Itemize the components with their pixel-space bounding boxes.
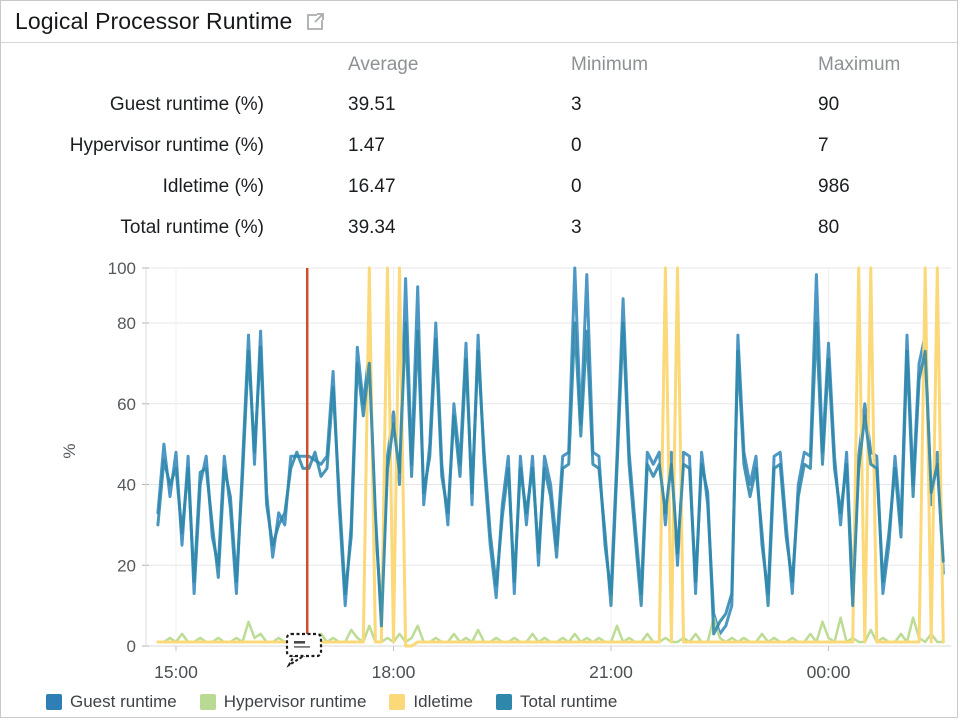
comment-bubble-text-line-2: [294, 646, 310, 648]
comment-bubble-text-line-1: [294, 641, 305, 644]
stats-corner-cell: [1, 46, 348, 84]
legend-item-guest[interactable]: Guest runtime: [46, 692, 177, 712]
idletime-maximum: 986: [818, 175, 850, 197]
x-tick-label-18:00: 18:00: [372, 662, 416, 682]
total-runtime-minimum: 3: [571, 216, 582, 238]
series-line-idletime: [156, 266, 945, 648]
widget-header: Logical Processor Runtime: [1, 1, 957, 43]
legend-label-guest: Guest runtime: [70, 692, 177, 711]
series-line-total: [156, 321, 945, 636]
total-runtime-maximum: 80: [818, 216, 840, 238]
comment-bubble-icon: [285, 632, 323, 658]
guest-runtime-average: 39.51: [348, 93, 396, 115]
runtime-chart-svg: 0 20 40 60 80 100 15:00 18:00 21:00 00:00%: [60, 259, 951, 682]
row-label-guest-runtime: Guest runtime (%): [109, 93, 264, 115]
legend-item-idletime[interactable]: Idletime: [389, 692, 473, 712]
guest-runtime-minimum: 3: [571, 93, 582, 115]
legend-swatch-guest: [46, 694, 62, 710]
hypervisor-runtime-minimum: 0: [571, 134, 582, 156]
legend-swatch-idletime: [389, 694, 406, 710]
x-tick-label-00:00: 00:00: [807, 662, 851, 682]
column-header-average: Average: [348, 54, 419, 75]
row-label-hypervisor-runtime: Hypervisor runtime (%): [69, 134, 264, 156]
chart-legend: Guest runtime Hypervisor runtime Idletime T…: [46, 692, 617, 712]
x-tick-label-15:00: 15:00: [154, 662, 198, 682]
legend-item-hypervisor[interactable]: Hypervisor runtime: [199, 692, 367, 712]
y-tick-label-80: 80: [117, 314, 136, 333]
hypervisor-runtime-maximum: 7: [818, 134, 829, 156]
external-link-icon: [307, 12, 325, 30]
guest-runtime-maximum: 90: [818, 93, 840, 115]
column-header-maximum: Maximum: [818, 54, 901, 75]
runtime-chart: 0 20 40 60 80 100 15:00 18:00 21:00 00:00%: [1, 251, 960, 691]
legend-swatch-total: [495, 694, 512, 710]
total-runtime-average: 39.34: [348, 216, 396, 238]
series-line-hypervisor: [156, 616, 945, 644]
annotation-comment-marker[interactable]: [285, 632, 323, 668]
row-label-idletime: Idletime (%): [162, 175, 264, 197]
legend-item-total[interactable]: Total runtime: [495, 692, 618, 712]
legend-label-idletime: Idletime: [413, 692, 473, 711]
y-axis-title: %: [60, 443, 79, 458]
runtime-stats-table: Average Minimum Maximum Guest runtime (%…: [1, 46, 960, 248]
idletime-average: 16.47: [348, 175, 396, 197]
open-in-new-window-button[interactable]: [305, 12, 325, 32]
hypervisor-runtime-average: 1.47: [348, 134, 385, 156]
column-header-minimum: Minimum: [571, 54, 649, 75]
y-tick-label-20: 20: [117, 556, 136, 575]
legend-swatch-hypervisor: [199, 694, 216, 710]
y-tick-label-100: 100: [108, 259, 136, 278]
idletime-minimum: 0: [571, 175, 582, 197]
legend-label-total: Total runtime: [519, 692, 618, 711]
y-tick-label-0: 0: [127, 637, 136, 656]
legend-label-hypervisor: Hypervisor runtime: [223, 692, 367, 711]
row-label-total-runtime: Total runtime (%): [120, 216, 264, 238]
x-tick-label-21:00: 21:00: [589, 662, 633, 682]
y-tick-label-40: 40: [117, 476, 136, 495]
y-tick-label-60: 60: [117, 395, 136, 414]
page-title: Logical Processor Runtime: [15, 8, 293, 34]
